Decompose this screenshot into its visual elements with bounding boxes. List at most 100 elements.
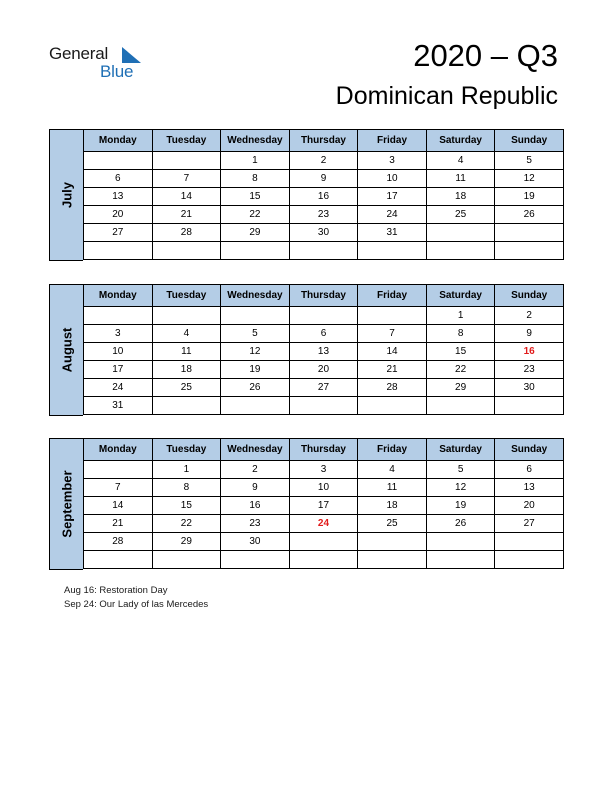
day-cell: 7: [151, 169, 222, 188]
day-cell: [288, 306, 359, 325]
day-cell: 14: [83, 496, 153, 515]
day-cell: [494, 532, 564, 551]
day-cell: 1: [151, 460, 222, 479]
day-cell: 27: [288, 378, 359, 397]
day-cell: 23: [288, 205, 359, 224]
day-cell: [288, 396, 359, 415]
weekday-header: Monday: [83, 129, 153, 152]
weekday-header: Wednesday: [220, 129, 290, 152]
day-cell: 13: [288, 342, 359, 361]
day-cell: 22: [151, 514, 222, 533]
week-row: [83, 241, 564, 260]
day-cell: 24: [83, 378, 153, 397]
day-cell: 24: [288, 514, 359, 533]
weekday-header: Friday: [357, 438, 427, 461]
day-cell: [357, 306, 427, 325]
day-cell: 28: [357, 378, 427, 397]
day-cell: 16: [494, 342, 564, 361]
day-cell: [151, 151, 222, 170]
day-cell: [220, 550, 290, 569]
day-cell: 1: [220, 151, 290, 170]
day-cell: 9: [494, 324, 564, 343]
day-cell: 26: [494, 205, 564, 224]
day-cell: 2: [220, 460, 290, 479]
week-row: 13 14 15 16 17 18 19: [83, 187, 564, 206]
day-cell: [357, 241, 427, 260]
day-cell: 13: [83, 187, 153, 206]
day-cell: 30: [494, 378, 564, 397]
day-cell: [83, 306, 153, 325]
day-cell: [425, 223, 496, 242]
day-cell: 18: [425, 187, 496, 206]
day-cell: [425, 532, 496, 551]
weekday-header: Saturday: [425, 284, 496, 307]
day-cell: 21: [83, 514, 153, 533]
day-cell: 4: [151, 324, 222, 343]
holiday-notes: Aug 16: Restoration Day Sep 24: Our Lady…: [64, 584, 208, 612]
day-cell: 16: [220, 496, 290, 515]
day-cell: 21: [151, 205, 222, 224]
day-cell: [83, 151, 153, 170]
day-cell: [425, 550, 496, 569]
weekday-header: Monday: [83, 284, 153, 307]
weekday-header: Wednesday: [220, 438, 290, 461]
day-cell: 5: [425, 460, 496, 479]
day-cell: [288, 241, 359, 260]
day-cell: 11: [151, 342, 222, 361]
month-name: August: [59, 327, 74, 373]
day-cell: 26: [220, 378, 290, 397]
weekday-header: Monday: [83, 438, 153, 461]
day-cell: 7: [357, 324, 427, 343]
logo-general-text: General: [49, 44, 109, 63]
day-cell: 16: [288, 187, 359, 206]
day-cell: 27: [494, 514, 564, 533]
day-cell: 11: [425, 169, 496, 188]
day-cell: 15: [425, 342, 496, 361]
holiday-note: Aug 16: Restoration Day: [64, 585, 168, 596]
day-cell: 25: [357, 514, 427, 533]
page-title: 2020 – Q3: [413, 38, 558, 73]
week-row: 7 8 9 10 11 12 13: [83, 478, 564, 497]
day-cell: 23: [494, 360, 564, 379]
day-cell: [494, 223, 564, 242]
weekday-header: Thursday: [288, 438, 359, 461]
day-cell: 10: [357, 169, 427, 188]
day-cell: 25: [425, 205, 496, 224]
day-cell: 8: [425, 324, 496, 343]
week-row: 14 15 16 17 18 19 20: [83, 496, 564, 515]
day-cell: [83, 460, 153, 479]
day-cell: 10: [83, 342, 153, 361]
day-cell: 26: [425, 514, 496, 533]
weekday-header: Wednesday: [220, 284, 290, 307]
day-cell: 31: [357, 223, 427, 242]
day-cell: 31: [83, 396, 153, 415]
day-cell: [151, 550, 222, 569]
weekday-header: Tuesday: [151, 129, 222, 152]
day-cell: 28: [83, 532, 153, 551]
day-cell: [357, 532, 427, 551]
day-cell: 10: [288, 478, 359, 497]
day-cell: [357, 396, 427, 415]
month-name: July: [59, 181, 74, 209]
day-cell: [220, 306, 290, 325]
day-cell: 6: [494, 460, 564, 479]
weekday-header: Thursday: [288, 284, 359, 307]
day-cell: [151, 396, 222, 415]
week-row: [83, 550, 564, 569]
month-table: Monday Tuesday Wednesday Thursday Friday Satu…: [83, 438, 564, 569]
weekday-header: Sunday: [494, 438, 564, 461]
day-cell: 4: [357, 460, 427, 479]
week-row: 28 29 30: [83, 532, 564, 551]
day-cell: 30: [288, 223, 359, 242]
weekday-header: Saturday: [425, 129, 496, 152]
day-cell: 24: [357, 205, 427, 224]
day-cell: 14: [357, 342, 427, 361]
day-cell: 1: [425, 306, 496, 325]
day-cell: 12: [220, 342, 290, 361]
day-cell: 12: [494, 169, 564, 188]
day-cell: 9: [220, 478, 290, 497]
week-row: 21 22 23 24 25 26 27: [83, 514, 564, 533]
day-cell: [494, 550, 564, 569]
weekday-header: Saturday: [425, 438, 496, 461]
